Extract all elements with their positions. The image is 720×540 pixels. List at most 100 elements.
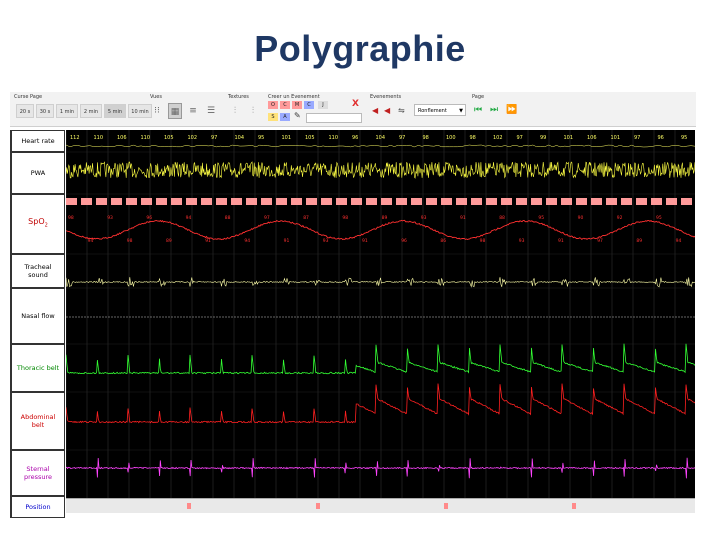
spo2-value: 91 — [362, 238, 368, 244]
event-band-segment — [186, 198, 197, 205]
event-band-segment — [111, 198, 122, 205]
spo2-value: 95 — [656, 215, 662, 221]
event-band-segment — [96, 198, 107, 205]
textures-title: Textures — [228, 94, 249, 100]
event-band-segment — [546, 198, 557, 205]
event-band-segment — [246, 198, 257, 205]
heart-rate-value: 110 — [94, 135, 104, 141]
track-label-spo2: SpO2 — [10, 194, 65, 254]
spo2-value: 92 — [617, 215, 623, 221]
track-label-position: Position — [10, 496, 65, 518]
event-band-segment — [336, 198, 347, 205]
last-page-icon[interactable]: ⏭ — [490, 105, 499, 115]
abdominal-label: Abdominal belt — [20, 413, 56, 429]
event-chip-o[interactable]: O — [268, 101, 278, 109]
event-chip-a[interactable]: A — [280, 113, 290, 121]
event-color-title: Creer un Evenement — [268, 94, 320, 100]
pwa-label: PWA — [30, 169, 46, 177]
heart-rate-value: 102 — [188, 135, 198, 141]
btn-5min[interactable]: 5 min — [104, 104, 126, 118]
btn-30s[interactable]: 30 s — [36, 104, 54, 118]
event-select[interactable]: Ronflement ▼ — [414, 104, 466, 116]
texture-one-icon[interactable]: ⫶ — [233, 106, 237, 116]
toolbar: Curse Page 20 s 30 s 1 min 2 min 5 min 1… — [10, 92, 696, 127]
heart-rate-value: 112 — [70, 135, 80, 141]
heart-rate-value: 98 — [423, 135, 429, 141]
heart-rate-value: 97 — [517, 135, 523, 141]
heart-rate-value: 95 — [681, 135, 687, 141]
event-band-segment — [456, 198, 467, 205]
event-band-segment — [576, 198, 587, 205]
heart-rate-value: 105 — [164, 135, 174, 141]
heart-rate-value: 98 — [470, 135, 476, 141]
spo2-value: 94 — [244, 238, 250, 244]
spo2-value: 90 — [578, 215, 584, 221]
first-page-icon[interactable]: ⏮ — [474, 105, 483, 115]
sternal-label: Sternal pressure — [23, 465, 53, 481]
page-title: Page — [472, 94, 485, 100]
spo2-value: 91 — [284, 238, 290, 244]
heart-rate-value: 96 — [658, 135, 664, 141]
spo2-value: 88 — [225, 215, 231, 221]
signal-plot[interactable]: 112 110 106 110 105 102 97 104 95 101 105 110 96 104 9… — [66, 130, 695, 498]
event-chip-s[interactable]: S — [268, 113, 278, 121]
events-title: Evenements — [370, 94, 402, 100]
spo2-trace — [66, 219, 695, 241]
pencil-icon[interactable]: ✎ — [294, 111, 301, 120]
event-band-segment — [276, 198, 287, 205]
event-band-segment — [66, 198, 77, 205]
tracheal-trace — [66, 277, 695, 288]
prev-event-icon[interactable]: ◀ — [372, 106, 379, 115]
spo2-value: 94 — [676, 238, 682, 244]
events-group: Evenements ◀ ◀ ⇋ Ronflement ▼ — [370, 92, 470, 126]
next-page-icon[interactable]: ⏩ — [506, 105, 518, 115]
close-icon[interactable]: X — [352, 99, 359, 109]
track-label-heart-rate: Heart rate — [10, 130, 65, 152]
track-label-pwa: PWA — [10, 152, 65, 194]
event-chip-j[interactable]: J — [318, 101, 328, 109]
btn-1min[interactable]: 1 min — [56, 104, 78, 118]
event-band-segment — [81, 198, 92, 205]
position-label: Position — [25, 503, 51, 511]
spo2-value: 93 — [519, 238, 525, 244]
textures-group: Textures ⫶ ⫶ — [228, 92, 266, 126]
btn-10min[interactable]: 10 min — [128, 104, 152, 118]
spo2-value: 93 — [107, 215, 113, 221]
event-type-select[interactable] — [306, 113, 362, 123]
heart-rate-value: 105 — [305, 135, 315, 141]
filter-icon[interactable]: ⇋ — [398, 106, 405, 115]
view-group: Vues ⁝⁝ ▦ ≡ ☰ — [150, 92, 230, 126]
event-band-segment — [306, 198, 317, 205]
event-chip-c[interactable]: C — [280, 101, 290, 109]
track-label-nasal: Nasal flow — [10, 288, 65, 344]
signal-svg: 112 110 106 110 105 102 97 104 95 101 105 110 96 104 9… — [66, 130, 695, 498]
track-label-thoracic: Thoracic belt — [10, 344, 65, 392]
position-marker — [316, 503, 320, 509]
view-compact-icon[interactable]: ⁝⁝ — [154, 106, 160, 116]
texture-two-icon[interactable]: ⫶ — [251, 106, 255, 116]
next-event-icon[interactable]: ◀ — [384, 106, 391, 115]
spo2-value: 94 — [88, 238, 94, 244]
btn-2min[interactable]: 2 min — [80, 104, 102, 118]
btn-20s[interactable]: 20 s — [16, 104, 34, 118]
spo2-value: 98 — [127, 238, 133, 244]
event-band-segment — [201, 198, 212, 205]
position-marker — [444, 503, 448, 509]
heart-rate-label: Heart rate — [21, 137, 55, 145]
view-split-icon[interactable]: ≡ — [189, 106, 197, 116]
spo2-label: SpO2 — [28, 218, 48, 230]
heart-rate-value: 97 — [399, 135, 405, 141]
event-chip-c2[interactable]: C — [304, 101, 314, 109]
cursor-page-group: Curse Page 20 s 30 s 1 min 2 min 5 min 1… — [14, 92, 154, 126]
spo2-value: 89 — [382, 215, 388, 221]
event-band-segment — [411, 198, 422, 205]
event-chip-m[interactable]: M — [292, 101, 302, 109]
spo2-value: 88 — [499, 215, 505, 221]
event-band-segment — [501, 198, 512, 205]
heart-rate-value: 101 — [611, 135, 621, 141]
view-grid-icon[interactable]: ▦ — [168, 103, 182, 119]
event-band-segment — [471, 198, 482, 205]
view-stack-icon[interactable]: ☰ — [206, 106, 216, 116]
view-title: Vues — [150, 94, 162, 100]
spo2-value: 98 — [342, 215, 348, 221]
